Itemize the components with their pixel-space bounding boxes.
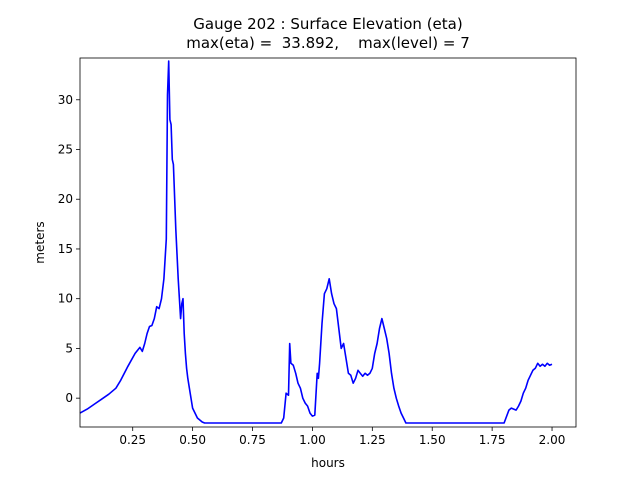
y-tick-label: 25 (58, 143, 73, 157)
y-tick-label: 15 (58, 242, 73, 256)
y-tick-label: 10 (58, 292, 73, 306)
series-line-0 (79, 60, 553, 424)
x-tick-label: 1.50 (419, 433, 446, 447)
y-axis-label: meters (33, 221, 47, 263)
y-tick-label: 30 (58, 93, 73, 107)
x-tick-label: 1.25 (359, 433, 386, 447)
plot-frame (79, 57, 577, 428)
y-tick-label: 5 (65, 341, 73, 355)
y-tick-label: 0 (65, 391, 73, 405)
x-tick-label: 2.00 (539, 433, 566, 447)
chart-subtitle: max(eta) = 33.892, max(level) = 7 (186, 34, 470, 52)
chart-title: Gauge 202 : Surface Elevation (eta) (193, 15, 463, 33)
y-tick-label: 20 (58, 192, 73, 206)
x-tick-label: 1.00 (299, 433, 326, 447)
x-tick-label: 1.75 (479, 433, 506, 447)
x-axis-label: hours (311, 456, 345, 470)
x-tick-label: 0.75 (239, 433, 266, 447)
x-tick-label: 0.50 (179, 433, 206, 447)
x-tick-label: 0.25 (119, 433, 146, 447)
